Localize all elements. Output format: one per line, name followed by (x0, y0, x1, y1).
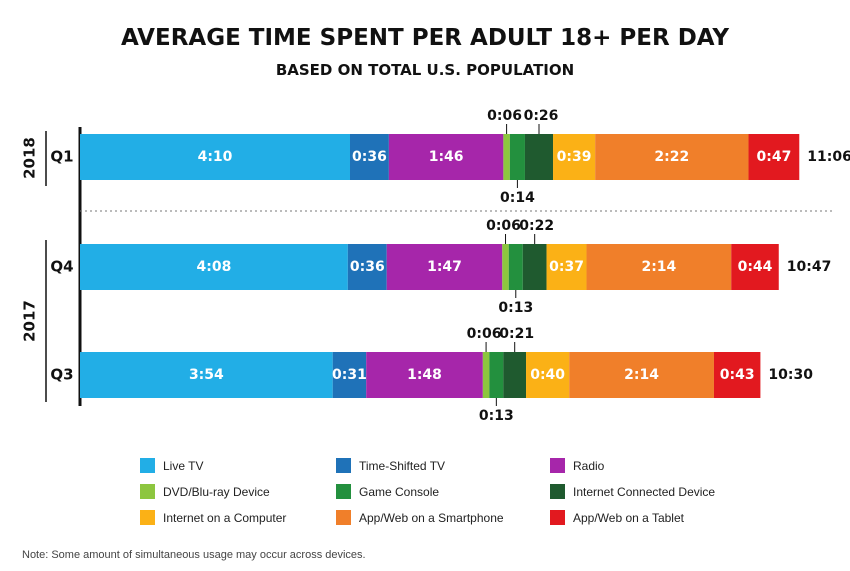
legend-swatch (140, 458, 155, 473)
chart-title: AVERAGE TIME SPENT PER ADULT 18+ PER DAY (121, 25, 729, 51)
data-label-Q3-6: 0:21 (499, 326, 534, 342)
bar-segment-Q3-3 (366, 352, 483, 398)
bar-segment-Q1-5 (509, 134, 525, 180)
legend-label: DVD/Blu-ray Device (163, 484, 270, 499)
row-label-Q1: Q1 (50, 148, 73, 166)
legend-item: App/Web on a Tablet (550, 510, 684, 525)
bar-segment-Q4-4 (502, 244, 509, 290)
bar-segment-Q4-7 (546, 244, 587, 290)
data-label-Q4-5: 0:13 (498, 300, 533, 316)
total-label-Q1: 11:06 (807, 149, 850, 165)
bar-segment-Q4-2 (347, 244, 387, 290)
data-label-Q3-2: 0:31 (332, 367, 367, 383)
data-label-Q1-7: 0:39 (557, 149, 592, 165)
bar-segment-Q1-9 (748, 134, 800, 180)
legend-label: Live TV (163, 458, 204, 473)
year-label-2018: 2018 (21, 137, 39, 179)
bar-segment-Q3-6 (503, 352, 527, 398)
legend-swatch (550, 484, 565, 499)
bar-segment-Q4-6 (522, 244, 547, 290)
total-label-Q4: 10:47 (787, 259, 832, 275)
bar-segment-Q3-4 (482, 352, 490, 398)
legend-item: App/Web on a Smartphone (336, 510, 504, 525)
data-label-Q1-3: 1:46 (429, 149, 464, 165)
data-label-Q4-7: 0:37 (549, 259, 584, 275)
row-label-Q4: Q4 (50, 258, 73, 276)
legend-swatch (140, 484, 155, 499)
bar-segment-Q1-8 (595, 134, 749, 180)
legend-swatch (336, 458, 351, 473)
data-label-Q4-3: 1:47 (427, 259, 462, 275)
footnote: Note: Some amount of simultaneous usage … (22, 549, 366, 561)
legend-swatch (550, 458, 565, 473)
legend-item: Live TV (140, 458, 203, 473)
legend-label: Time-Shifted TV (359, 458, 446, 473)
bar-segment-Q4-5 (508, 244, 523, 290)
data-label-Q4-8: 2:14 (641, 259, 676, 275)
bar-segment-Q4-8 (586, 244, 732, 290)
bar-segment-Q1-2 (350, 134, 389, 180)
bar-segment-Q3-8 (569, 352, 714, 398)
row-label-Q3: Q3 (50, 366, 73, 384)
bar-segment-Q1-4 (503, 134, 510, 180)
legend-label: App/Web on a Tablet (573, 510, 684, 525)
legend-swatch (336, 510, 351, 525)
bar-segment-Q1-7 (553, 134, 596, 180)
year-label-2017: 2017 (21, 300, 39, 342)
legend-item: DVD/Blu-ray Device (140, 484, 270, 499)
data-label-Q3-4: 0:06 (467, 326, 502, 342)
legend-label: Internet on a Computer (163, 510, 287, 525)
data-label-Q3-1: 3:54 (189, 367, 224, 383)
legend-item: Game Console (336, 484, 439, 499)
data-label-Q1-8: 2:22 (654, 149, 689, 165)
data-label-Q3-5: 0:13 (479, 408, 514, 424)
data-label-Q1-2: 0:36 (352, 149, 387, 165)
legend-label: Game Console (359, 484, 440, 499)
legend-swatch (550, 510, 565, 525)
legend-swatch (336, 484, 351, 499)
data-label-Q1-4: 0:06 (487, 108, 522, 124)
data-label-Q1-9: 0:47 (756, 149, 791, 165)
bar-segment-Q1-1 (80, 134, 350, 180)
data-label-Q4-6: 0:22 (519, 218, 554, 234)
data-label-Q1-5: 0:14 (500, 190, 535, 206)
bar-segment-Q3-7 (526, 352, 570, 398)
legend-item: Radio (550, 458, 604, 473)
data-label-Q3-3: 1:48 (407, 367, 442, 383)
legend-label: Internet Connected Device (573, 484, 716, 499)
legend-item: Internet Connected Device (550, 484, 715, 499)
bar-segment-Q1-3 (388, 134, 504, 180)
legend-swatch (140, 510, 155, 525)
bar-segment-Q3-1 (80, 352, 333, 398)
data-label-Q3-8: 2:14 (624, 367, 659, 383)
data-label-Q3-7: 0:40 (530, 367, 565, 383)
bar-segment-Q3-9 (713, 352, 761, 398)
bar-segment-Q4-3 (386, 244, 503, 290)
data-label-Q1-1: 4:10 (198, 149, 233, 165)
chart-subtitle: BASED ON TOTAL U.S. POPULATION (276, 61, 574, 79)
data-label-Q4-4: 0:06 (486, 218, 521, 234)
bar-segment-Q3-5 (489, 352, 504, 398)
data-label-Q3-9: 0:43 (720, 367, 755, 383)
legend-label: App/Web on a Smartphone (359, 510, 504, 525)
legend-item: Internet on a Computer (140, 510, 286, 525)
legend-label: Radio (573, 458, 605, 473)
bar-segment-Q1-6 (524, 134, 554, 180)
bar-segment-Q4-1 (80, 244, 348, 290)
data-label-Q4-9: 0:44 (738, 259, 773, 275)
data-label-Q4-1: 4:08 (197, 259, 232, 275)
bar-segment-Q3-2 (332, 352, 367, 398)
legend-item: Time-Shifted TV (336, 458, 445, 473)
data-label-Q1-6: 0:26 (524, 108, 559, 124)
total-label-Q3: 10:30 (768, 367, 813, 383)
data-label-Q4-2: 0:36 (350, 259, 385, 275)
bar-segment-Q4-9 (731, 244, 779, 290)
